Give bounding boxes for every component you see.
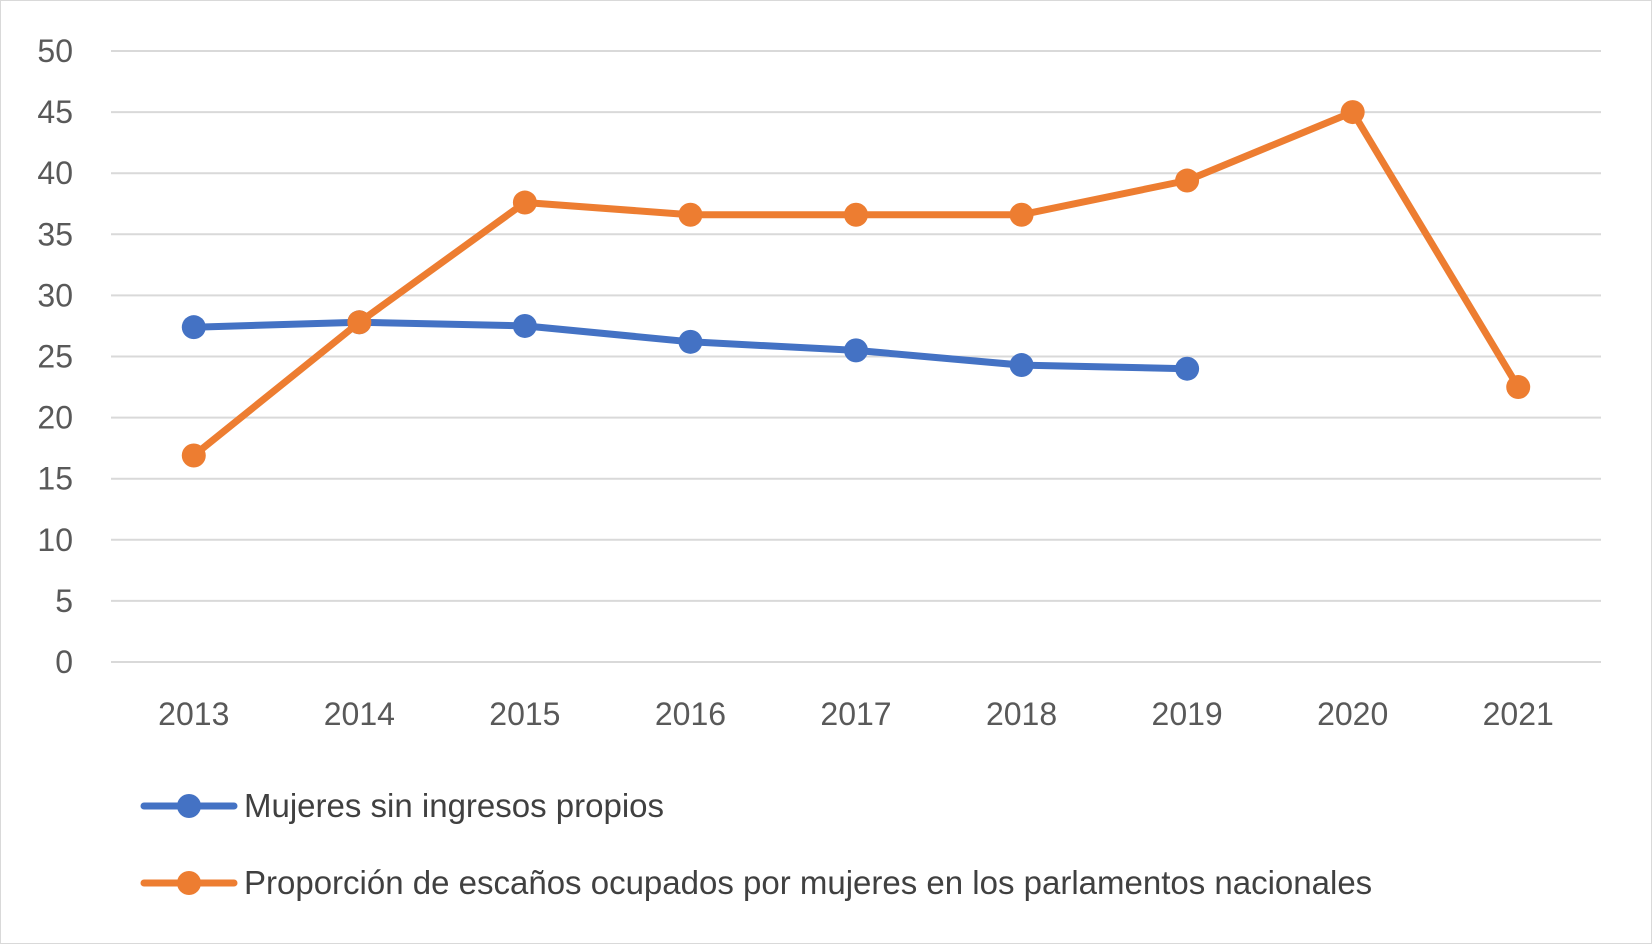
legend-entry-2: Proporción de escaños ocupados por mujer… — [140, 864, 1372, 901]
y-tick-label: 0 — [55, 644, 73, 680]
data-point — [1175, 356, 1200, 381]
data-point — [844, 202, 868, 227]
data-point — [1009, 202, 1034, 227]
data-point — [181, 443, 206, 468]
data-point — [1340, 100, 1365, 125]
series-layer — [181, 100, 1531, 468]
x-axis-ticks: 2013 2014 2015 2016 2017 2018 2019 2020 2021 — [158, 696, 1554, 732]
x-tick-label: 2018 — [986, 696, 1057, 732]
data-point — [678, 202, 703, 227]
y-tick-label: 10 — [37, 522, 73, 558]
legend-marker-swatch — [177, 871, 201, 895]
x-tick-label: 2021 — [1483, 696, 1554, 732]
data-point — [678, 329, 703, 354]
data-point — [1506, 375, 1531, 400]
legend-label: Proporción de escaños ocupados por mujer… — [244, 864, 1372, 901]
legend-entry-1: Mujeres sin ingresos propios — [140, 787, 664, 824]
y-tick-label: 50 — [37, 33, 73, 69]
x-tick-label: 2017 — [820, 696, 891, 732]
legend-marker-swatch — [177, 794, 201, 818]
x-tick-label: 2013 — [158, 696, 229, 732]
y-tick-label: 40 — [37, 155, 73, 191]
y-tick-label: 25 — [37, 339, 73, 375]
x-tick-label: 2019 — [1152, 696, 1223, 732]
data-point — [1009, 353, 1034, 378]
data-point — [347, 310, 372, 335]
data-point — [512, 190, 537, 215]
data-point — [1175, 168, 1200, 193]
data-point — [844, 338, 868, 363]
y-tick-label: 15 — [37, 461, 73, 497]
legend-label: Mujeres sin ingresos propios — [244, 787, 664, 824]
x-tick-label: 2015 — [489, 696, 560, 732]
y-axis-ticks: 0 5 10 15 20 25 30 35 40 45 50 — [37, 33, 73, 680]
y-tick-label: 45 — [37, 94, 73, 130]
data-point — [181, 315, 206, 340]
legend: Mujeres sin ingresos propios Proporción d… — [140, 787, 1372, 901]
y-tick-label: 20 — [37, 400, 73, 436]
y-tick-label: 5 — [55, 583, 73, 619]
data-point — [512, 313, 537, 338]
y-tick-label: 35 — [37, 216, 73, 252]
series-line — [190, 108, 1522, 459]
y-tick-label: 30 — [37, 277, 73, 313]
x-tick-label: 2014 — [324, 696, 395, 732]
series-2 — [181, 100, 1531, 468]
x-tick-label: 2020 — [1317, 696, 1388, 732]
x-tick-label: 2016 — [655, 696, 726, 732]
